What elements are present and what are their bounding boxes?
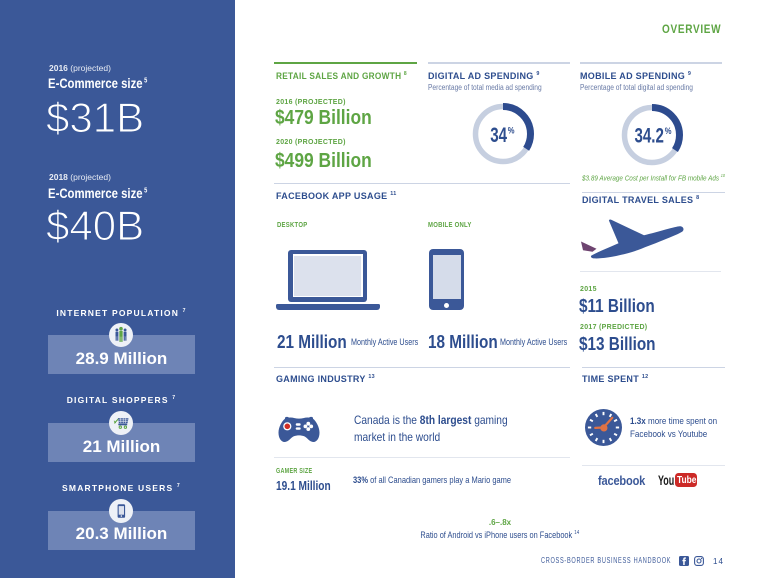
svg-text:%: % bbox=[508, 125, 515, 136]
svg-text:34.2: 34.2 bbox=[635, 123, 664, 147]
svg-text:%: % bbox=[665, 125, 672, 136]
svg-text:34: 34 bbox=[490, 122, 507, 146]
